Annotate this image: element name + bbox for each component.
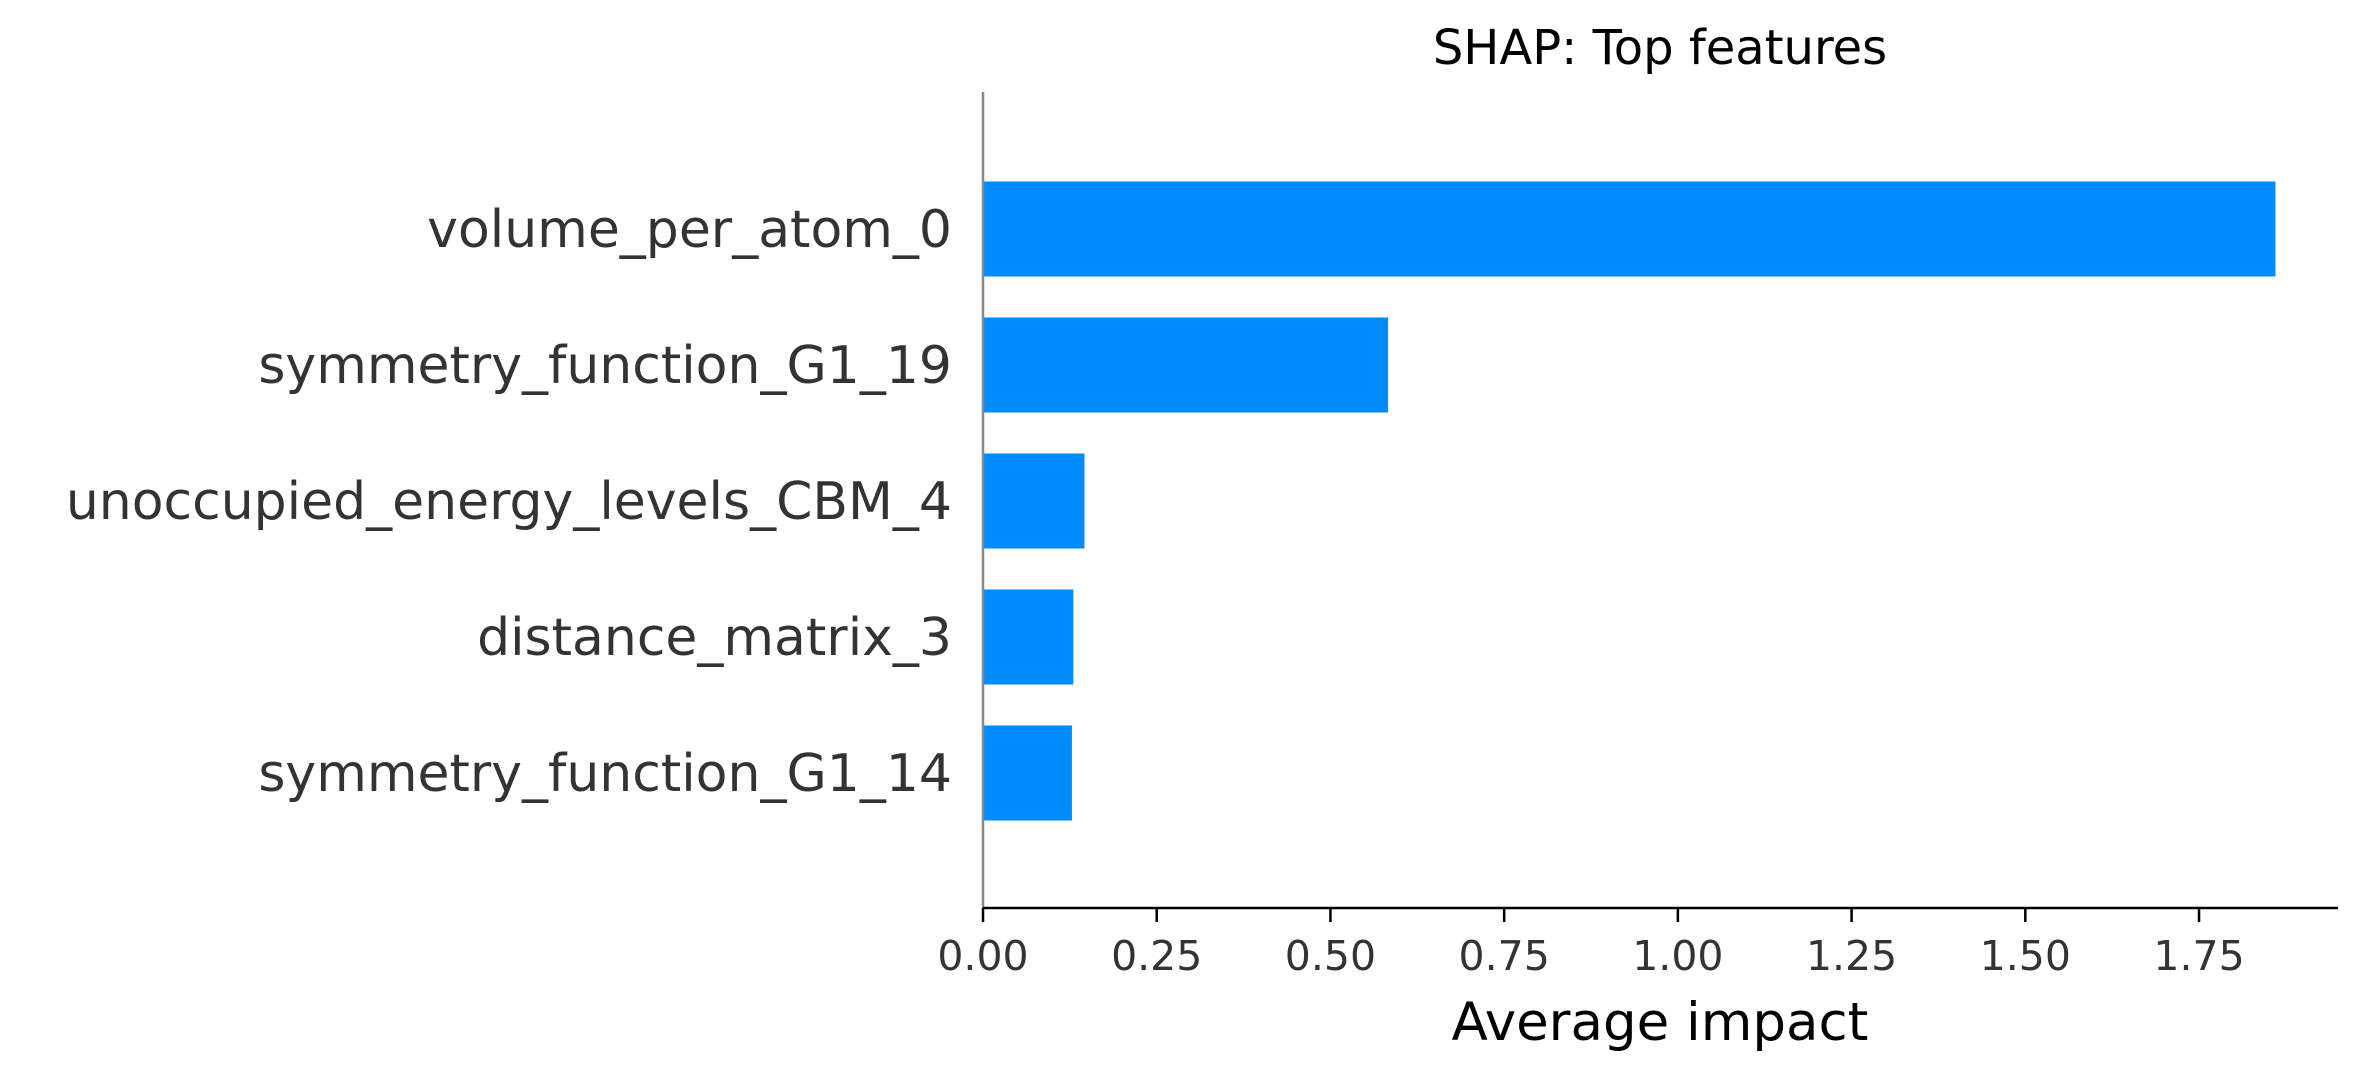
bar-unoccupied-energy-levels-cbm-4 [983,453,1085,549]
x-tick-label: 1.50 [1980,932,2071,980]
category-label: volume_per_atom_0 [427,200,952,260]
category-label: symmetry_function_G1_14 [258,744,952,804]
x-tick-label: 1.00 [1632,932,1723,980]
x-axis-label: Average impact [1452,992,1869,1053]
bars-group [983,181,2276,821]
bar-symmetry-function-g1-14 [983,725,1072,821]
category-label: distance_matrix_3 [477,608,952,668]
chart-title: SHAP: Top features [1433,20,1887,76]
category-labels: volume_per_atom_0 symmetry_function_G1_19… [66,200,952,804]
x-tick-label: 0.25 [1111,932,1202,980]
x-tick-label: 1.25 [1806,932,1897,980]
category-label: unoccupied_energy_levels_CBM_4 [66,472,952,532]
x-tick-label: 0.75 [1459,932,1550,980]
bar-distance-matrix-3 [983,589,1074,685]
category-label: symmetry_function_G1_19 [258,336,952,396]
x-tick-label: 1.75 [2153,932,2244,980]
x-tick-label: 0.50 [1285,932,1376,980]
bar-volume-per-atom-0 [983,181,2276,277]
x-tick-label: 0.00 [937,932,1028,980]
x-axis-ticks: 0.00 0.25 0.50 0.75 1.00 1.25 1.50 1.75 [937,908,2245,980]
bar-symmetry-function-g1-19 [983,317,1389,413]
